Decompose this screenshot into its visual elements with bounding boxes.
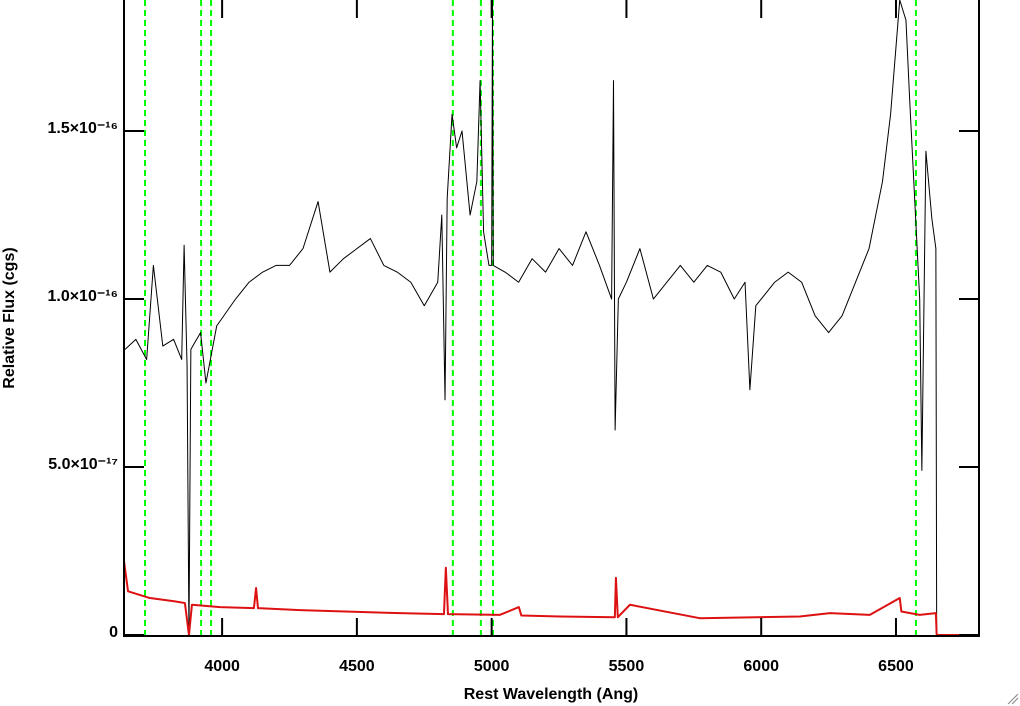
y-tick-label: 0 [109,624,118,641]
spectrum-line [124,560,979,636]
x-tick-label: 4000 [204,658,240,675]
x-tick-label: 4500 [339,658,375,675]
x-tick-label: 5000 [474,658,510,675]
resize-grip [1007,693,1019,705]
spectrum-line [124,0,938,636]
x-tick-label: 6000 [743,658,779,675]
axes-frame [123,0,980,637]
x-tick-label: 5500 [609,658,645,675]
y-axis-title: Relative Flux (cgs) [1,247,18,388]
y-tick-label: 1.5×10⁻¹⁶ [47,120,118,137]
plot-area [124,0,979,636]
y-tick-label: 5.0×10⁻¹⁷ [48,456,118,473]
y-tick-label: 1.0×10⁻¹⁶ [47,288,118,305]
x-tick-label: 6500 [878,658,914,675]
x-axis-title: Rest Wavelength (Ang) [464,686,639,703]
